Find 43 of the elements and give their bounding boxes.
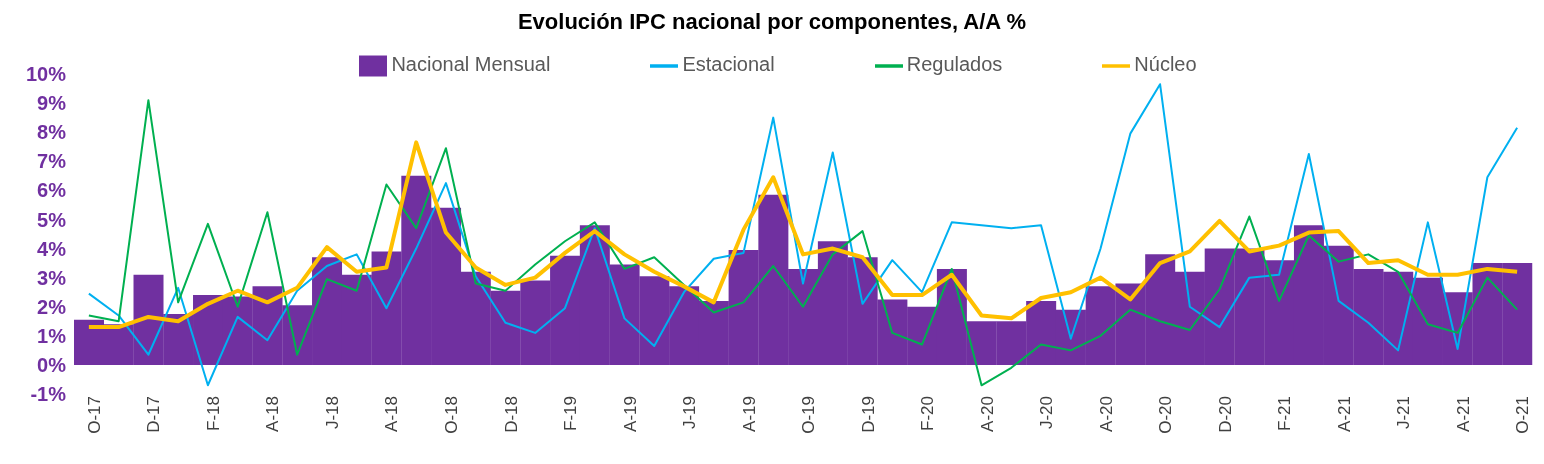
x-tick-label: J-20 — [1037, 396, 1057, 430]
x-tick-label: O-21 — [1513, 396, 1533, 434]
x-tick-label: F-19 — [561, 396, 581, 431]
x-tick-label: O-17 — [84, 396, 104, 434]
x-tick-label: D-17 — [144, 396, 164, 433]
x-tick-label: F-18 — [203, 396, 223, 431]
y-tick-label: 7% — [37, 150, 67, 173]
x-tick-label: A-19 — [739, 396, 759, 432]
y-tick-label: 6% — [37, 179, 67, 202]
y-tick-label: 3% — [37, 266, 67, 289]
y-tick-label: 0% — [37, 354, 67, 377]
x-tick-label: J-21 — [1394, 396, 1414, 430]
x-tick-label: A-19 — [620, 396, 640, 432]
legend-label: Estacional — [682, 53, 775, 76]
x-tick-label: O-20 — [1156, 396, 1176, 434]
legend-label: Nacional Mensual — [391, 53, 551, 76]
x-tick-label: A-21 — [1334, 396, 1354, 432]
x-tick-label: J-19 — [680, 396, 700, 430]
y-tick-label: 2% — [37, 295, 67, 318]
y-tick-label: 8% — [37, 121, 67, 144]
y-tick-label: 5% — [37, 208, 67, 231]
x-tick-label: A-18 — [263, 396, 283, 432]
y-tick-label: 10% — [25, 63, 67, 86]
x-tick-label: J-18 — [322, 396, 342, 430]
legend-label: Núcleo — [1134, 53, 1197, 76]
x-tick-label: D-18 — [501, 396, 521, 433]
y-tick-label: 4% — [37, 237, 67, 260]
x-tick-label: A-20 — [1096, 396, 1116, 432]
y-tick-label: 9% — [37, 92, 67, 115]
line-series — [86, 140, 1520, 330]
x-tick-label: O-19 — [799, 396, 819, 434]
y-tick-label: -1% — [30, 383, 67, 406]
x-tick-label: F-21 — [1275, 396, 1295, 431]
x-tick-label: D-20 — [1215, 396, 1235, 433]
x-tick-label: A-21 — [1453, 396, 1473, 432]
x-tick-label: A-18 — [382, 396, 402, 432]
y-tick-label: 1% — [37, 324, 67, 347]
legend-label: Regulados — [906, 53, 1003, 76]
x-tick-label: F-20 — [918, 396, 938, 431]
x-tick-label: O-18 — [442, 396, 462, 434]
x-tick-label: A-20 — [977, 396, 997, 432]
x-tick-label: D-19 — [858, 396, 878, 433]
chart-title: Evolución IPC nacional por componentes, A/A % — [516, 8, 1028, 36]
